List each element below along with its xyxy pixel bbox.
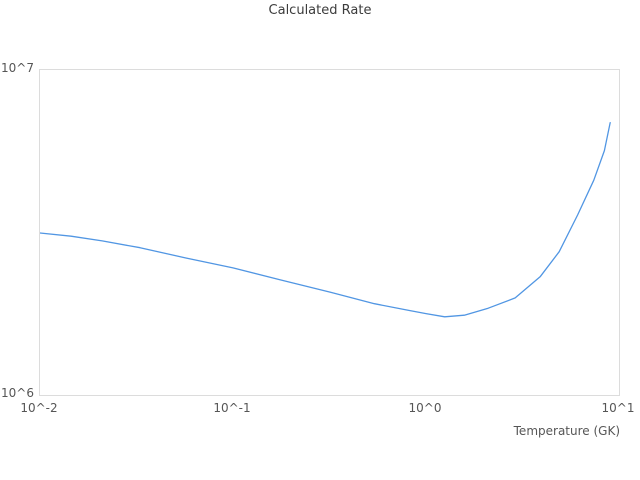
plot-area [39,69,620,396]
chart-title: Calculated Rate [268,3,372,18]
x-tick-label: 10^-1 [213,401,251,415]
x-tick-label: 10^1 [601,401,635,415]
y-tick-label: 10^6 [1,386,34,400]
x-axis-label: Temperature (GK) [513,424,620,438]
rate-curve-canvas [40,121,611,318]
y-tick-label: 10^7 [1,61,34,75]
x-tick-label: 10^-2 [20,401,58,415]
rate-curve-line [40,121,611,318]
x-tick-label: 10^0 [408,401,442,415]
